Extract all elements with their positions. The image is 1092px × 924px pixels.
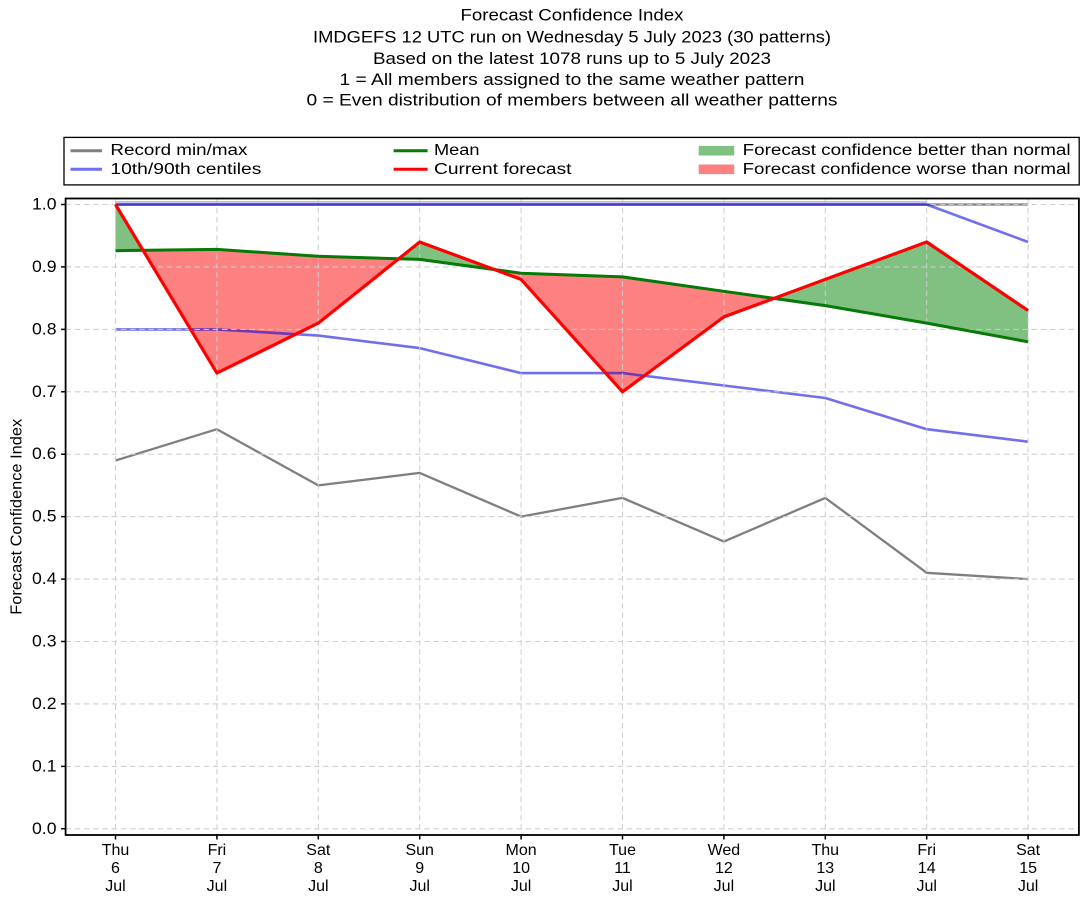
svg-text:0.5: 0.5 — [32, 508, 57, 526]
svg-text:Jul: Jul — [1018, 878, 1038, 895]
svg-text:Current forecast: Current forecast — [434, 161, 572, 178]
svg-text:13: 13 — [816, 860, 834, 877]
svg-text:1 = All members assigned to th: 1 = All members assigned to the same wea… — [340, 71, 805, 89]
svg-text:Forecast confidence better tha: Forecast confidence better than normal — [743, 142, 1071, 159]
svg-text:Mon: Mon — [506, 842, 537, 859]
svg-text:0.0: 0.0 — [32, 820, 57, 838]
svg-text:Jul: Jul — [714, 878, 734, 895]
svg-text:Jul: Jul — [308, 878, 328, 895]
svg-text:8: 8 — [314, 860, 323, 877]
svg-text:Jul: Jul — [612, 878, 632, 895]
svg-text:Jul: Jul — [916, 878, 936, 895]
svg-text:0.9: 0.9 — [32, 258, 57, 276]
svg-text:10: 10 — [512, 860, 530, 877]
svg-text:Forecast Confidence Index: Forecast Confidence Index — [9, 419, 26, 615]
svg-text:7: 7 — [212, 860, 221, 877]
svg-text:9: 9 — [415, 860, 424, 877]
svg-text:Jul: Jul — [511, 878, 531, 895]
svg-text:Thu: Thu — [102, 842, 130, 859]
svg-text:0.4: 0.4 — [32, 570, 57, 588]
svg-text:15: 15 — [1019, 860, 1037, 877]
svg-text:Jul: Jul — [207, 878, 227, 895]
svg-text:12: 12 — [715, 860, 733, 877]
svg-text:Jul: Jul — [105, 878, 125, 895]
svg-text:Sat: Sat — [1016, 842, 1041, 859]
svg-text:Wed: Wed — [708, 842, 741, 859]
svg-text:Sun: Sun — [405, 842, 433, 859]
svg-text:0.7: 0.7 — [32, 383, 57, 401]
svg-text:Thu: Thu — [812, 842, 840, 859]
svg-text:0.3: 0.3 — [32, 633, 57, 651]
svg-text:14: 14 — [918, 860, 936, 877]
svg-text:Forecast Confidence Index: Forecast Confidence Index — [461, 7, 685, 25]
svg-text:Jul: Jul — [409, 878, 429, 895]
svg-text:0.6: 0.6 — [32, 445, 57, 463]
svg-text:Based on the latest 1078 runs: Based on the latest 1078 runs up to 5 Ju… — [373, 50, 771, 68]
svg-text:IMDGEFS 12 UTC run on Wednesda: IMDGEFS 12 UTC run on Wednesday 5 July 2… — [313, 28, 831, 46]
svg-text:0.8: 0.8 — [32, 320, 57, 338]
svg-text:Fri: Fri — [208, 842, 227, 859]
svg-text:Fri: Fri — [917, 842, 936, 859]
svg-text:0.1: 0.1 — [32, 757, 57, 775]
svg-text:0 = Even distribution of membe: 0 = Even distribution of members between… — [307, 92, 838, 110]
svg-text:0.2: 0.2 — [32, 695, 57, 713]
svg-text:Record min/max: Record min/max — [110, 142, 247, 159]
svg-text:Tue: Tue — [609, 842, 636, 859]
svg-text:11: 11 — [614, 860, 631, 877]
svg-text:Forecast confidence worse than: Forecast confidence worse than normal — [743, 161, 1071, 178]
svg-text:Mean: Mean — [434, 142, 480, 159]
svg-text:Sat: Sat — [306, 842, 331, 859]
svg-text:6: 6 — [111, 860, 120, 877]
svg-text:1.0: 1.0 — [32, 196, 57, 214]
svg-text:Jul: Jul — [815, 878, 835, 895]
svg-text:10th/90th centiles: 10th/90th centiles — [110, 161, 261, 178]
